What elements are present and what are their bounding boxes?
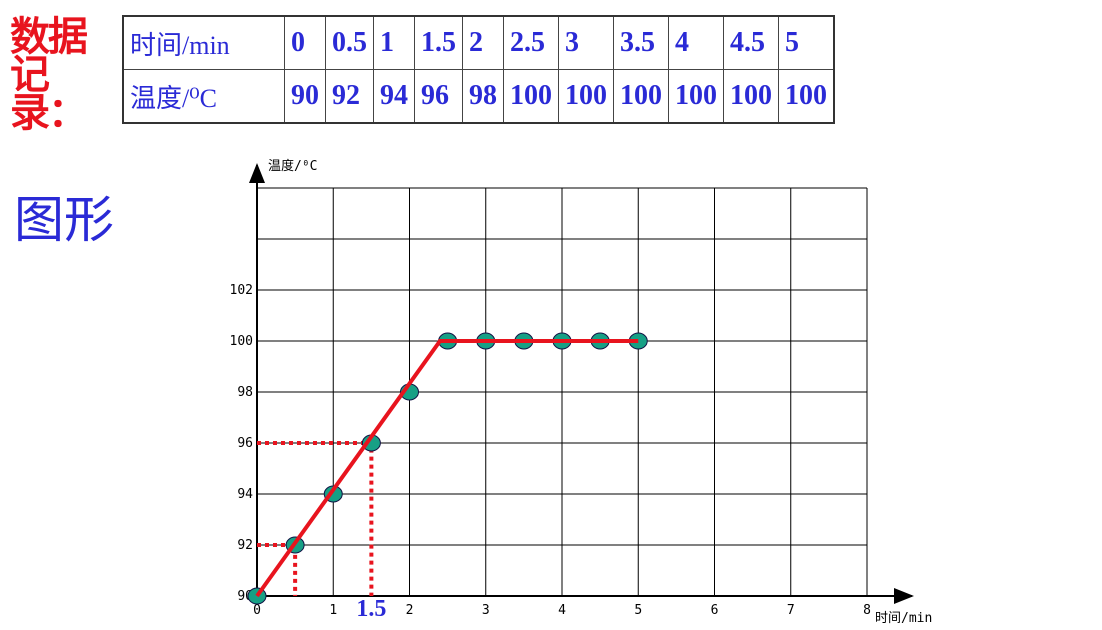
table-cell: 1 bbox=[373, 15, 415, 70]
x-tick-label: 7 bbox=[787, 603, 795, 618]
table-cell: 94 bbox=[373, 69, 415, 124]
x-tick-label: 0 bbox=[253, 603, 261, 618]
x-tick-label: 5 bbox=[634, 603, 642, 618]
y-tick-label: 102 bbox=[230, 283, 253, 298]
y-tick-label: 94 bbox=[237, 487, 253, 502]
table-cell: 0.5 bbox=[325, 15, 374, 70]
table-row: 时间/min 0 0.5 1 1.5 2 2.5 3 3.5 4 4.5 5 bbox=[122, 15, 835, 70]
table-cell: 3.5 bbox=[613, 15, 669, 70]
x-axis-label: 时间/min bbox=[875, 611, 932, 626]
table-row: 温度/⁰C 90 92 94 96 98 100 100 100 100 100 100 bbox=[122, 69, 835, 124]
table-cell: 1.5 bbox=[414, 15, 463, 70]
guide-line bbox=[257, 543, 298, 596]
table-cell: 5 bbox=[778, 15, 835, 70]
y-tick-label: 96 bbox=[237, 436, 253, 451]
x-tick-label: 1 bbox=[329, 603, 337, 618]
x-tick-label: 6 bbox=[711, 603, 719, 618]
section-label: 数据记录： bbox=[10, 14, 88, 136]
x-tick-label: 3 bbox=[482, 603, 490, 618]
y-tick-label: 98 bbox=[237, 385, 253, 400]
x-tick-label: 8 bbox=[863, 603, 871, 618]
table-cell: 2 bbox=[462, 15, 504, 70]
x-tick-label: 4 bbox=[558, 603, 566, 618]
table-cell: 100 bbox=[778, 69, 835, 124]
line bbox=[255, 339, 639, 598]
table-cell: 100 bbox=[558, 69, 614, 124]
table-cell: 90 bbox=[284, 69, 326, 124]
row-header: 温度/⁰C bbox=[122, 69, 285, 124]
y-axis-label: 温度/⁰C bbox=[268, 158, 317, 174]
table-cell: 98 bbox=[462, 69, 504, 124]
y-tick-label: 100 bbox=[230, 334, 253, 349]
section-label: 图形 bbox=[14, 191, 114, 249]
table-cell: 4.5 bbox=[723, 15, 779, 70]
table-cell: 100 bbox=[723, 69, 779, 124]
table-cell: 2.5 bbox=[503, 15, 559, 70]
table-cell: 0 bbox=[284, 15, 326, 70]
y-tick-label: 92 bbox=[237, 538, 253, 553]
data-table: 时间/min 0 0.5 1 1.5 2 2.5 3 3.5 4 4.5 5 温度/⁰C 90 92 94 96… bbox=[122, 15, 835, 124]
guide-label: 1.5 bbox=[356, 596, 386, 622]
x-tick-label: 2 bbox=[406, 603, 414, 618]
table-cell: 100 bbox=[668, 69, 724, 124]
